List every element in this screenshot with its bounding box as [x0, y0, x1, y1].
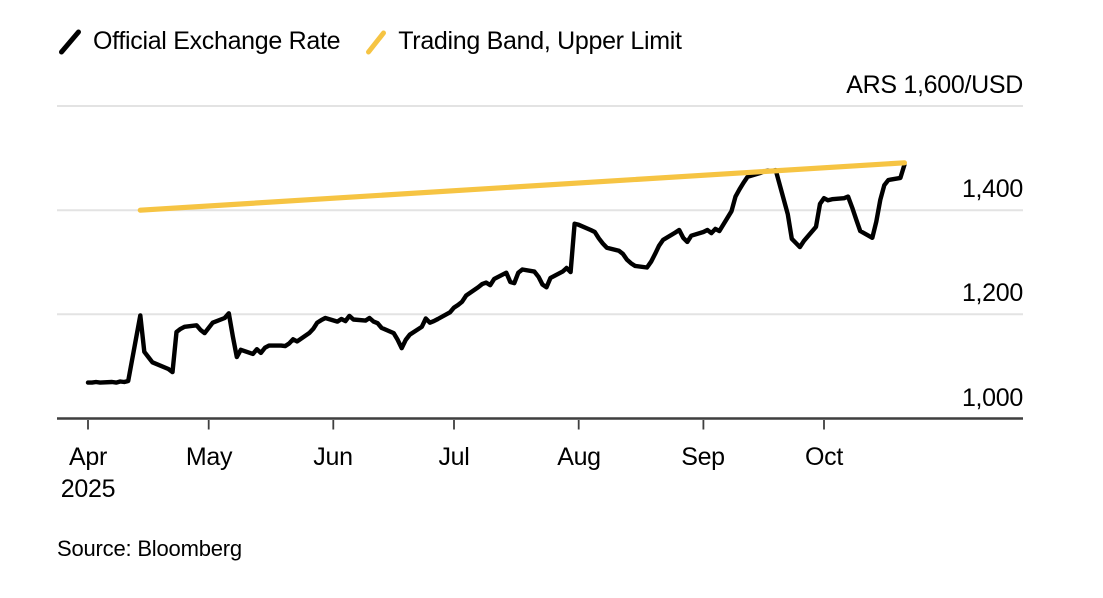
x-tick-label: Apr	[68, 443, 108, 471]
legend: Official Exchange Rate Trading Band, Upp…	[57, 27, 682, 56]
x-tick-label: Aug	[557, 443, 601, 471]
x-tick-label: Sep	[681, 443, 725, 471]
x-tick-label: May	[185, 443, 233, 471]
x-tick-label: Jun	[313, 443, 353, 471]
x-tick-label: Jul	[438, 443, 470, 471]
legend-label: Official Exchange Rate	[93, 27, 341, 55]
series-line-official-rate	[85, 162, 907, 385]
y-axis-unit-label: ARS 1,600/USD	[846, 71, 1023, 99]
series-line-trading-band	[137, 160, 907, 213]
y-tick-label: 1,000	[961, 384, 1023, 412]
y-tick-label: 1,400	[961, 175, 1023, 203]
yellow-line-swatch-icon	[366, 30, 387, 54]
legend-item-official-exchange-rate: Official Exchange Rate	[57, 27, 341, 56]
black-line-swatch-icon	[59, 29, 81, 54]
x-axis-year-label: 2025	[60, 475, 116, 503]
x-tick-label: Oct	[805, 443, 843, 471]
legend-item-trading-band: Trading Band, Upper Limit	[364, 27, 682, 56]
y-tick-label: 1,200	[961, 279, 1023, 307]
source-caption: Source: Bloomberg	[57, 536, 242, 561]
legend-label: Trading Band, Upper Limit	[398, 27, 682, 55]
